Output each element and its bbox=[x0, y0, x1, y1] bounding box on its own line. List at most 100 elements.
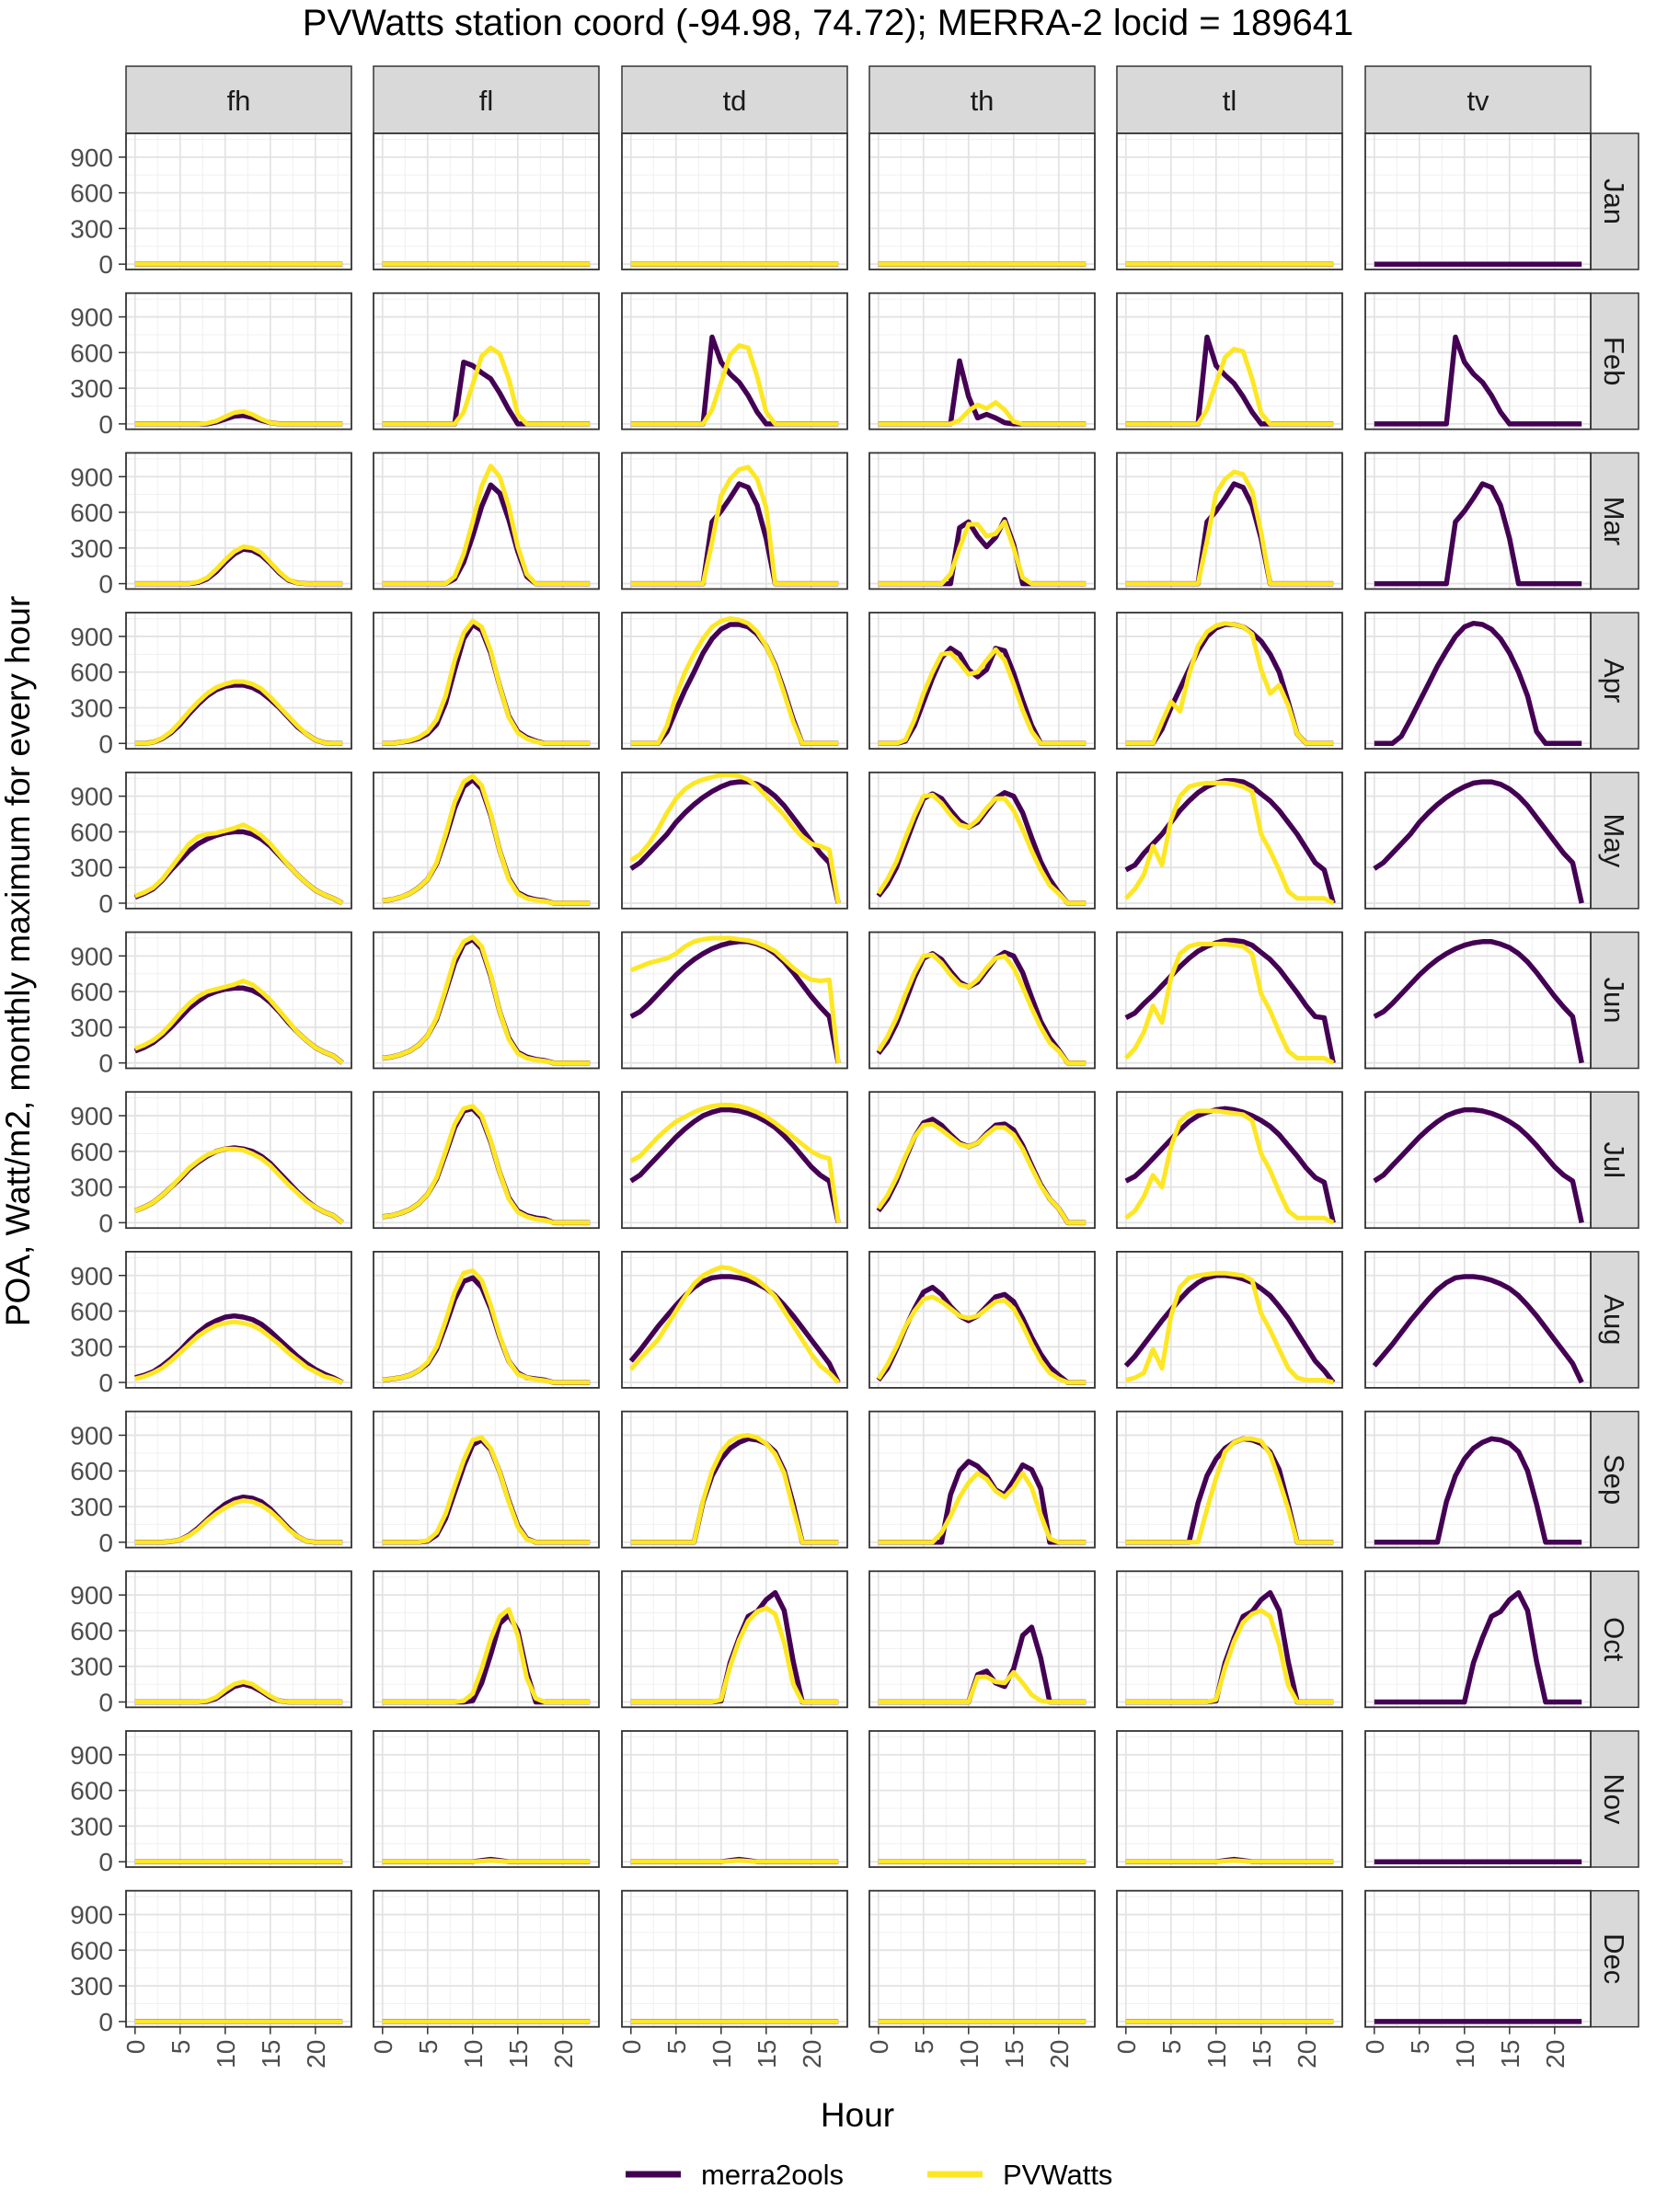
x-axis-label: Hour bbox=[821, 2096, 894, 2134]
panel-td-Aug bbox=[621, 1251, 848, 1389]
panel-th-May bbox=[868, 771, 1096, 910]
panel-background bbox=[1365, 292, 1591, 430]
facet-strip-th bbox=[868, 65, 1096, 134]
series-line-PVWatts-tl-Sep bbox=[1125, 1436, 1334, 1545]
panel-border bbox=[373, 1251, 600, 1389]
x-tick-label: 15 bbox=[1496, 2040, 1524, 2069]
series-line-merra2ools-tv-Oct bbox=[1374, 1589, 1582, 1705]
y-tick-label: 300 bbox=[70, 1333, 113, 1361]
panel-border bbox=[1364, 1410, 1592, 1549]
series-line-PVWatts-td-Apr bbox=[630, 616, 839, 746]
panel-border bbox=[373, 771, 600, 910]
x-tick-label: 20 bbox=[302, 2040, 330, 2069]
facet-strip-label-Apr: Apr bbox=[1598, 659, 1630, 703]
x-tick-label: 15 bbox=[257, 2040, 285, 2069]
facet-strip-tl bbox=[1116, 65, 1343, 134]
x-tick-label: 5 bbox=[662, 2040, 691, 2055]
y-tick-label: 600 bbox=[70, 1298, 113, 1326]
panel-border bbox=[125, 931, 352, 1070]
facet-strip-label-Dec: Dec bbox=[1598, 1933, 1630, 1984]
y-tick-label: 600 bbox=[70, 659, 113, 687]
panel-fl-Feb bbox=[373, 292, 600, 430]
panel-border bbox=[373, 931, 600, 1070]
y-tick-label: 300 bbox=[70, 854, 113, 882]
panel-border bbox=[1116, 1730, 1343, 1868]
x-tick-label: 10 bbox=[707, 2040, 736, 2069]
panel-background bbox=[1117, 133, 1342, 269]
panel-border bbox=[621, 931, 848, 1070]
panel-tl-Aug bbox=[1116, 1251, 1343, 1389]
panel-border bbox=[1364, 132, 1592, 270]
x-tick-label: 20 bbox=[549, 2040, 578, 2069]
x-tick-label: 0 bbox=[369, 2040, 397, 2055]
panel-border bbox=[621, 612, 848, 750]
panel-border bbox=[1364, 612, 1592, 750]
x-tick-label: 0 bbox=[1361, 2040, 1389, 2055]
panel-background bbox=[374, 1411, 599, 1548]
panel-background bbox=[126, 772, 351, 909]
panel-td-Oct bbox=[621, 1570, 848, 1709]
y-tick-label: 0 bbox=[98, 1049, 113, 1078]
panel-tv-Apr bbox=[1364, 612, 1592, 750]
facet-strip-label-tv: tv bbox=[1466, 85, 1489, 117]
panel-border bbox=[373, 452, 600, 590]
panel-border bbox=[1116, 452, 1343, 590]
panel-border bbox=[868, 931, 1096, 1070]
series-line-PVWatts-tl-May bbox=[1123, 780, 1335, 906]
series-line-merra2ools-tl-Jun bbox=[1124, 937, 1336, 1064]
panel-th-Aug bbox=[868, 1251, 1096, 1389]
panel-background bbox=[622, 1092, 847, 1229]
y-tick-label: 600 bbox=[70, 338, 113, 367]
panel-border bbox=[1364, 1889, 1592, 2028]
panel-background bbox=[1365, 133, 1591, 269]
panel-background bbox=[1117, 1411, 1342, 1548]
y-tick-label: 0 bbox=[98, 250, 113, 279]
series-line-PVWatts-fl-Apr bbox=[382, 618, 591, 746]
y-tick-label: 300 bbox=[70, 1972, 113, 2000]
panel-border bbox=[1364, 292, 1592, 430]
y-tick-label: 900 bbox=[70, 304, 113, 332]
panel-fl-Jun bbox=[373, 931, 600, 1070]
panel-border bbox=[621, 1730, 848, 1868]
panel-tv-Oct bbox=[1364, 1570, 1592, 1709]
facet-strip-label-fh: fh bbox=[227, 85, 251, 117]
panel-td-Sep bbox=[621, 1410, 848, 1549]
x-tick-label: 0 bbox=[617, 2040, 646, 2055]
facet-strip-Mar bbox=[1590, 452, 1639, 590]
panel-border bbox=[621, 452, 848, 590]
series-line-PVWatts-th-Oct bbox=[878, 1669, 1087, 1704]
panel-fh-Jul bbox=[125, 1091, 352, 1230]
series-line-PVWatts-td-Jul bbox=[629, 1102, 841, 1223]
panel-fl-Mar bbox=[373, 452, 600, 590]
panel-background bbox=[622, 133, 847, 269]
facet-strip-Jul bbox=[1590, 1091, 1639, 1229]
x-tick-label: 0 bbox=[1112, 2040, 1141, 2055]
panel-background bbox=[1365, 453, 1591, 590]
x-tick-label: 10 bbox=[1202, 2040, 1231, 2069]
panel-fh-Nov bbox=[125, 1730, 352, 1868]
panel-background bbox=[374, 1571, 599, 1708]
y-tick-label: 300 bbox=[70, 214, 113, 243]
panel-tl-Mar bbox=[1116, 452, 1343, 590]
series-line-PVWatts-th-Sep bbox=[878, 1471, 1087, 1545]
panel-border bbox=[868, 132, 1096, 270]
series-line-PVWatts-fl-Aug bbox=[382, 1268, 591, 1385]
panel-fh-Feb bbox=[125, 292, 352, 430]
panel-background bbox=[126, 453, 351, 590]
y-tick-label: 300 bbox=[70, 1812, 113, 1840]
panel-td-Jan bbox=[621, 132, 848, 270]
y-tick-label: 300 bbox=[70, 374, 113, 403]
panel-tv-Mar bbox=[1364, 452, 1592, 590]
series-line-merra2ools-tl-Jul bbox=[1124, 1106, 1336, 1223]
series-line-PVWatts-td-Sep bbox=[630, 1433, 839, 1545]
panel-fh-Dec bbox=[125, 1889, 352, 2028]
panel-tv-Jul bbox=[1364, 1091, 1592, 1230]
panel-grid: fh fl td th tl tv Jan 0 300 600 900 Feb 0 300 600 900 Ma… bbox=[70, 65, 1639, 2069]
panel-border bbox=[373, 1091, 600, 1230]
series-line-PVWatts-th-Aug bbox=[876, 1294, 1087, 1385]
facet-strip-Apr bbox=[1590, 612, 1639, 750]
panel-border bbox=[373, 612, 600, 750]
panel-border bbox=[868, 292, 1096, 430]
panel-tl-Oct bbox=[1116, 1570, 1343, 1709]
